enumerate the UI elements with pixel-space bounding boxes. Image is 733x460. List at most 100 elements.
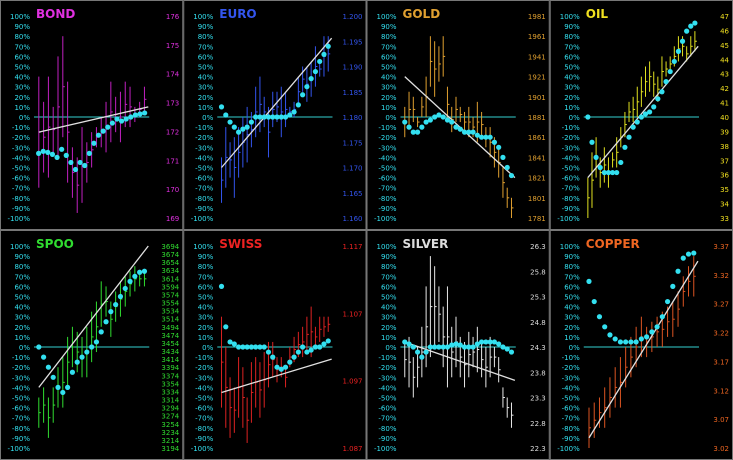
left-tick-label: 80% bbox=[14, 33, 30, 41]
left-tick-label: 80% bbox=[381, 263, 397, 271]
left-tick-label: -50% bbox=[12, 165, 30, 173]
oscillator-dot bbox=[423, 119, 429, 125]
left-tick-label: 0% bbox=[569, 114, 580, 122]
right-tick-label: 25.3 bbox=[530, 294, 546, 302]
left-tick-label: 90% bbox=[14, 23, 30, 31]
oscillator-dot bbox=[308, 347, 314, 353]
oscillator-dot bbox=[218, 104, 225, 110]
panel-border bbox=[183, 0, 367, 230]
right-tick-label: 39 bbox=[720, 128, 729, 136]
oscillator-dot bbox=[649, 329, 655, 335]
left-tick-label: -80% bbox=[378, 425, 396, 433]
right-tick-label: 1861 bbox=[528, 134, 546, 142]
left-tick-label: 60% bbox=[14, 283, 30, 291]
oscillator-dot bbox=[36, 344, 42, 350]
oscillator-dot bbox=[457, 342, 463, 348]
panel-spoo: 100% 90% 80% 70% 60% 50% 40% 30% 20% 10% 0% -10% -20… bbox=[0, 230, 184, 460]
left-tick-label: -70% bbox=[195, 185, 213, 193]
left-tick-label: -90% bbox=[195, 435, 213, 443]
right-tick-label: 3554 bbox=[161, 300, 179, 308]
left-tick-label: -10% bbox=[195, 354, 213, 362]
oscillator-dot bbox=[449, 119, 455, 125]
panel-title: BOND bbox=[36, 7, 75, 21]
left-tick-label: -40% bbox=[562, 154, 580, 162]
left-tick-label: 100% bbox=[193, 243, 213, 251]
right-tick-label: 3.07 bbox=[713, 416, 729, 424]
left-tick-label: 90% bbox=[564, 253, 580, 261]
oscillator-dot bbox=[63, 152, 69, 158]
oscillator-dot bbox=[614, 169, 620, 176]
panel-title: SWISS bbox=[219, 237, 262, 251]
left-tick-label: 60% bbox=[381, 283, 397, 291]
oscillator-dot bbox=[295, 102, 301, 108]
right-tick-label: 3414 bbox=[161, 356, 179, 364]
left-tick-label: 50% bbox=[564, 294, 580, 302]
left-tick-label: 10% bbox=[198, 334, 214, 342]
left-tick-label: 60% bbox=[564, 283, 580, 291]
oscillator-dot bbox=[105, 124, 111, 130]
oscillator-dot bbox=[688, 23, 694, 29]
oscillator-dot bbox=[74, 359, 80, 365]
left-tick-label: 20% bbox=[564, 94, 580, 102]
oscillator-dot bbox=[586, 278, 592, 284]
left-tick-label: 40% bbox=[564, 74, 580, 82]
left-tick-label: 20% bbox=[381, 324, 397, 332]
right-tick-label: 35 bbox=[720, 186, 729, 194]
right-tick-label: 3214 bbox=[161, 437, 179, 445]
oscillator-dot bbox=[59, 146, 65, 152]
left-tick-label: 90% bbox=[381, 253, 397, 261]
left-tick-label: 70% bbox=[381, 43, 397, 51]
oscillator-dot bbox=[402, 119, 408, 125]
oscillator-dot bbox=[45, 364, 52, 370]
right-tick-label: 3.02 bbox=[713, 445, 729, 453]
oscillator-dot bbox=[644, 334, 650, 340]
left-tick-label: -20% bbox=[562, 134, 580, 142]
oscillator-dot bbox=[479, 134, 485, 140]
oscillator-dot bbox=[496, 144, 502, 150]
oscillator-dot bbox=[618, 159, 624, 166]
oscillator-dot bbox=[127, 278, 133, 284]
oscillator-dot bbox=[257, 344, 263, 350]
left-tick-label: 100% bbox=[376, 243, 396, 251]
left-tick-label: -70% bbox=[378, 415, 396, 423]
right-tick-label: 1781 bbox=[528, 215, 546, 223]
panel-title: COPPER bbox=[586, 237, 640, 251]
left-tick-label: 10% bbox=[14, 104, 30, 112]
left-tick-label: 10% bbox=[14, 334, 30, 342]
oscillator-dot bbox=[91, 140, 97, 146]
left-tick-label: -90% bbox=[12, 205, 30, 213]
oscillator-dot bbox=[410, 344, 416, 350]
right-tick-label: 1.190 bbox=[342, 64, 362, 72]
right-tick-label: 37 bbox=[720, 157, 729, 165]
left-tick-label: 50% bbox=[381, 294, 397, 302]
left-tick-label: -40% bbox=[378, 384, 396, 392]
left-tick-label: -20% bbox=[378, 134, 396, 142]
oscillator-dot bbox=[86, 150, 92, 156]
right-tick-label: 3.27 bbox=[713, 301, 729, 309]
left-tick-label: -100% bbox=[191, 215, 214, 223]
right-tick-label: 3634 bbox=[161, 267, 179, 275]
right-tick-label: 1.185 bbox=[342, 89, 362, 97]
oscillator-dot bbox=[248, 119, 254, 125]
trend-line bbox=[38, 106, 149, 133]
oscillator-dot bbox=[132, 273, 138, 279]
right-tick-label: 171 bbox=[166, 157, 179, 165]
left-tick-label: -20% bbox=[195, 364, 213, 372]
left-tick-label: -10% bbox=[562, 354, 580, 362]
oscillator-dot bbox=[685, 251, 692, 257]
left-tick-label: -50% bbox=[12, 395, 30, 403]
oscillator-dot bbox=[54, 154, 60, 160]
panel-title: GOLD bbox=[403, 7, 441, 21]
left-tick-label: 30% bbox=[198, 84, 214, 92]
oscillator-dot bbox=[60, 389, 66, 396]
right-tick-label: 169 bbox=[166, 215, 179, 223]
oscillator-dot bbox=[642, 111, 649, 117]
oscillator-dot bbox=[500, 154, 506, 160]
oscillator-dot bbox=[684, 28, 690, 34]
right-tick-label: 3674 bbox=[161, 251, 179, 259]
right-tick-label: 33 bbox=[720, 215, 729, 223]
left-tick-label: 50% bbox=[381, 64, 397, 72]
right-tick-label: 3594 bbox=[161, 283, 179, 291]
left-tick-label: -10% bbox=[562, 124, 580, 132]
left-tick-label: 30% bbox=[198, 314, 214, 322]
